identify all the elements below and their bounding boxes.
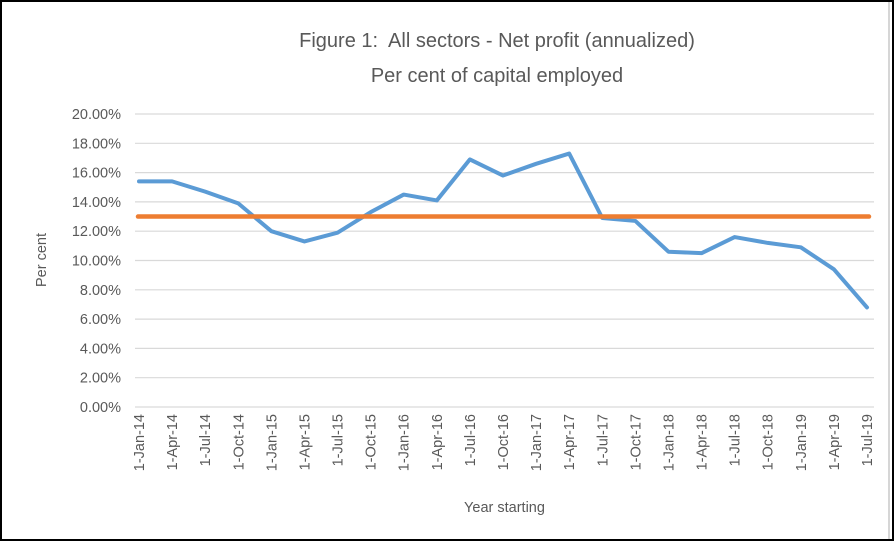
x-tick-label: 1-Apr-19 — [827, 414, 843, 470]
x-tick-label: 1-Oct-16 — [496, 414, 512, 470]
y-tick-label: 14.00% — [72, 195, 121, 211]
y-tick-label: 16.00% — [72, 166, 121, 182]
x-tick-label: 1-Jul-15 — [331, 414, 347, 466]
x-tick-label: 1-Apr-16 — [430, 414, 446, 470]
chart-title-line-2: Per cent of capital employed — [370, 65, 624, 87]
series-net-profit-line — [137, 151, 869, 310]
x-tick-label: 1-Oct-14 — [231, 414, 247, 470]
y-tick-label: 4.00% — [80, 341, 121, 357]
y-tick-label: 2.00% — [80, 371, 121, 387]
y-tick-label: 18.00% — [72, 136, 121, 152]
y-tick-label: 10.00% — [72, 254, 121, 270]
x-tick-label: 1-Jul-16 — [463, 414, 479, 466]
x-tick-label: 1-Jul-17 — [595, 414, 611, 466]
chart-title-line-1: Figure 1: All sectors - Net profit (annu… — [299, 30, 695, 52]
x-tick-label: 1-Apr-17 — [562, 414, 578, 470]
x-tick-label: 1-Jan-18 — [661, 414, 677, 471]
x-tick-label: 1-Jul-14 — [198, 414, 214, 466]
x-tick-label: 1-Jan-15 — [264, 414, 280, 471]
x-tick-label: 1-Jan-16 — [397, 414, 413, 471]
x-tick-label: 1-Jan-17 — [529, 414, 545, 471]
x-tick-label: 1-Jan-14 — [132, 414, 148, 471]
x-tick-label: 1-Oct-17 — [628, 414, 644, 470]
x-tick-label: 1-Jul-19 — [860, 414, 876, 466]
x-tick-label: 1-Apr-18 — [695, 414, 711, 470]
chart-title: Figure 1: All sectors - Net profit (annu… — [112, 24, 882, 94]
x-tick-label: 1-Oct-18 — [761, 414, 777, 470]
x-tick-label: 1-Oct-15 — [364, 414, 380, 470]
y-tick-label: 20.00% — [72, 107, 121, 123]
y-tick-label: 8.00% — [80, 283, 121, 299]
x-tick-label: 1-Apr-15 — [297, 414, 313, 470]
x-tick-label: 1-Jul-18 — [728, 414, 744, 466]
y-tick-label: 0.00% — [80, 400, 121, 416]
chart-frame-right-border — [888, 2, 890, 539]
y-tick-label: 12.00% — [72, 224, 121, 240]
x-tick-label: 1-Jan-19 — [794, 414, 810, 471]
x-axis-title: Year starting — [464, 500, 545, 516]
y-tick-label: 6.00% — [80, 312, 121, 328]
x-tick-label: 1-Apr-14 — [165, 414, 181, 470]
